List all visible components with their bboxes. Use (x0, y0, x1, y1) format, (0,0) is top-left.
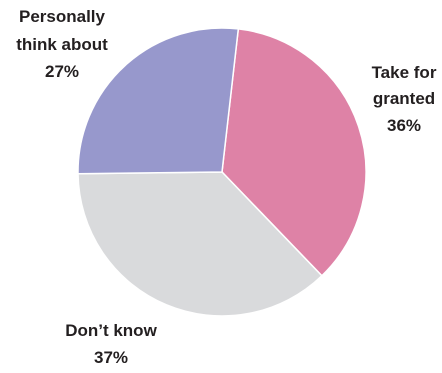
label-personally-line2: think about (16, 35, 108, 54)
label-dont-know-pct: 37% (94, 348, 128, 367)
label-personally-pct: 27% (45, 62, 79, 81)
label-personally-line1: Personally (19, 7, 106, 26)
pie-slices (77, 27, 367, 317)
label-dont-know-line1: Don’t know (65, 321, 157, 340)
label-take-for-granted-pct: 36% (387, 116, 421, 135)
slice-take-for-granted (221, 28, 367, 277)
label-take-for-granted-line1: Take for (372, 63, 437, 82)
label-dont-know: Don’t know 37% (65, 321, 157, 367)
label-take-for-granted: Take for granted 36% (372, 63, 437, 135)
label-personally-think-about: Personally think about 27% (16, 7, 108, 81)
label-take-for-granted-line2: granted (373, 89, 435, 108)
slice-dont-know (77, 171, 323, 317)
slice-personally-think-about (77, 27, 240, 175)
